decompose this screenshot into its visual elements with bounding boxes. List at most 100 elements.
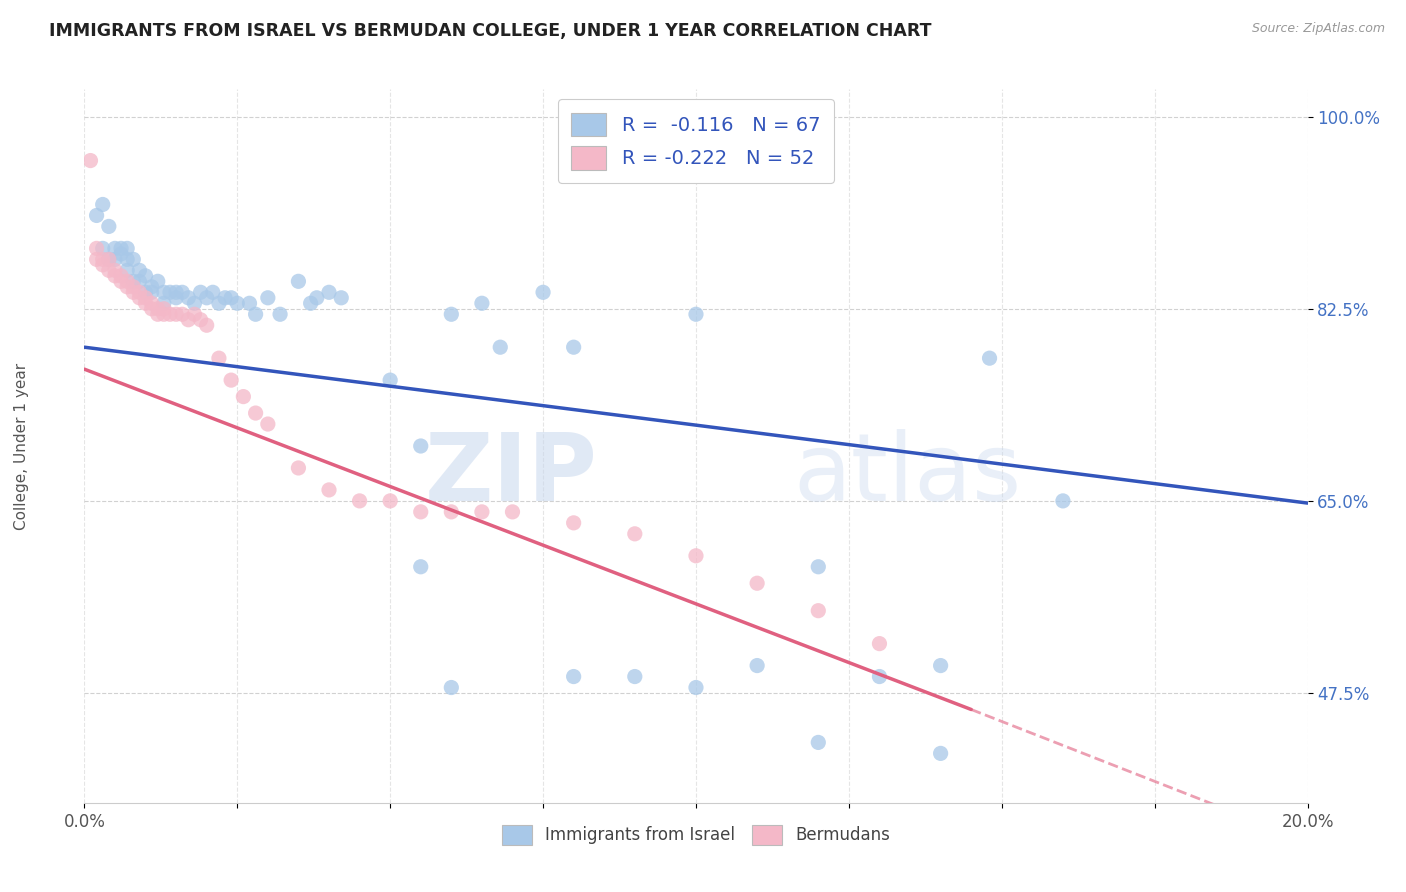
Point — [122, 280, 145, 294]
Point — [122, 285, 145, 300]
Point — [86, 241, 108, 255]
Point — [747, 576, 769, 591]
Point — [177, 291, 200, 305]
Point — [330, 291, 353, 305]
Point — [238, 296, 260, 310]
Point — [172, 285, 194, 300]
Point — [624, 669, 647, 683]
Point — [115, 274, 138, 288]
Point — [299, 296, 322, 310]
Point — [562, 340, 585, 354]
Point — [104, 263, 127, 277]
Point — [122, 274, 145, 288]
Point — [165, 291, 187, 305]
Text: Source: ZipAtlas.com: Source: ZipAtlas.com — [1251, 22, 1385, 36]
Point — [287, 274, 309, 288]
Point — [869, 637, 891, 651]
Point — [929, 658, 952, 673]
Point — [869, 669, 891, 683]
Point — [1052, 494, 1074, 508]
Point — [190, 312, 212, 326]
Y-axis label: College, Under 1 year: College, Under 1 year — [14, 362, 28, 530]
Point — [104, 252, 127, 267]
Point — [141, 296, 163, 310]
Point — [128, 285, 150, 300]
Point — [409, 559, 432, 574]
Point — [807, 559, 830, 574]
Point — [232, 390, 254, 404]
Point — [146, 301, 169, 316]
Point — [318, 285, 340, 300]
Text: atlas: atlas — [794, 428, 1022, 521]
Point — [685, 549, 707, 563]
Point — [115, 263, 138, 277]
Point — [440, 307, 463, 321]
Point — [979, 351, 1001, 366]
Point — [685, 681, 707, 695]
Point — [214, 291, 236, 305]
Point — [208, 296, 231, 310]
Point — [183, 307, 205, 321]
Point — [115, 280, 138, 294]
Point — [177, 312, 200, 326]
Point — [807, 604, 830, 618]
Point — [471, 296, 494, 310]
Point — [380, 373, 402, 387]
Point — [128, 263, 150, 277]
Point — [409, 439, 432, 453]
Point — [104, 268, 127, 283]
Point — [97, 219, 120, 234]
Point — [159, 285, 181, 300]
Point — [257, 291, 280, 305]
Point — [153, 296, 176, 310]
Point — [624, 526, 647, 541]
Point — [135, 268, 157, 283]
Point — [747, 658, 769, 673]
Point — [115, 241, 138, 255]
Point — [531, 285, 554, 300]
Point — [245, 406, 267, 420]
Point — [929, 747, 952, 761]
Point — [135, 291, 157, 305]
Point — [122, 252, 145, 267]
Point — [201, 285, 224, 300]
Point — [471, 505, 494, 519]
Point — [159, 307, 181, 321]
Point — [79, 153, 101, 168]
Point — [135, 296, 157, 310]
Point — [97, 252, 120, 267]
Point — [257, 417, 280, 431]
Point — [489, 340, 512, 354]
Point — [104, 241, 127, 255]
Point — [190, 285, 212, 300]
Point — [219, 373, 242, 387]
Point — [440, 505, 463, 519]
Point — [86, 252, 108, 267]
Point — [219, 291, 242, 305]
Point — [440, 681, 463, 695]
Point — [349, 494, 371, 508]
Point — [110, 247, 132, 261]
Point — [91, 252, 114, 267]
Point — [128, 274, 150, 288]
Point — [110, 268, 132, 283]
Point — [141, 301, 163, 316]
Point — [141, 285, 163, 300]
Point — [146, 307, 169, 321]
Point — [91, 241, 114, 255]
Point — [153, 285, 176, 300]
Point — [562, 516, 585, 530]
Point — [409, 505, 432, 519]
Point — [305, 291, 328, 305]
Text: ZIP: ZIP — [425, 428, 598, 521]
Point — [165, 307, 187, 321]
Point — [685, 307, 707, 321]
Point — [141, 280, 163, 294]
Text: IMMIGRANTS FROM ISRAEL VS BERMUDAN COLLEGE, UNDER 1 YEAR CORRELATION CHART: IMMIGRANTS FROM ISRAEL VS BERMUDAN COLLE… — [49, 22, 932, 40]
Legend: Immigrants from Israel, Bermudans: Immigrants from Israel, Bermudans — [495, 818, 897, 852]
Point — [91, 197, 114, 211]
Point — [115, 252, 138, 267]
Point — [146, 274, 169, 288]
Point — [195, 291, 218, 305]
Point — [165, 285, 187, 300]
